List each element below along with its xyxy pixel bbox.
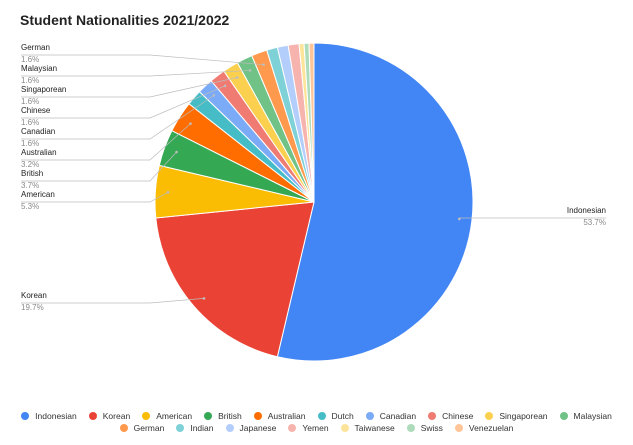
legend-label: Dutch — [331, 411, 354, 421]
slice-value-chinese: 1.6% — [21, 118, 39, 127]
legend-item-australian: Australian — [253, 411, 306, 421]
legend-swatch — [253, 412, 262, 420]
legend-item-taiwanese: Taiwanese — [340, 423, 395, 433]
legend-item-korean: Korean — [88, 411, 131, 421]
slice-value-malaysian: 1.6% — [21, 76, 39, 85]
legend-item-dutch: Dutch — [317, 411, 354, 421]
legend-item-chinese: Chinese — [428, 411, 473, 421]
legend-swatch — [288, 424, 297, 432]
leader-line-canadian — [21, 95, 215, 140]
legend-swatch — [176, 424, 185, 432]
pie-slices — [154, 42, 474, 362]
legend-swatch — [559, 412, 568, 420]
legend-swatch — [340, 424, 349, 432]
slice-label-singaporean: Singaporean — [21, 85, 66, 94]
legend-label: British — [218, 411, 242, 421]
leader-line-korean — [21, 298, 205, 304]
slice-label-american: American — [21, 190, 55, 199]
chart-title: Student Nationalities 2021/2022 — [20, 12, 230, 28]
leader-line-singaporean — [21, 77, 238, 98]
slice-label-german: German — [21, 43, 50, 52]
legend-item-venezuelan: Venezuelan — [454, 423, 514, 433]
legend-swatch — [88, 412, 97, 420]
slice-value-german: 1.6% — [21, 55, 39, 64]
legend-label: Indonesian — [35, 411, 77, 421]
legend-label: Chinese — [442, 411, 474, 421]
slice-label-korean: Korean — [21, 291, 47, 300]
pie-chart: Indonesian 53.7% Korean 19.7% American 5.3% Br… — [21, 42, 606, 362]
slice-value-indonesian: 53.7% — [583, 218, 606, 227]
legend-swatch — [485, 412, 494, 420]
legend-label: Swiss — [420, 423, 443, 433]
legend-label: Canadian — [379, 411, 417, 421]
legend-label: German — [133, 423, 165, 433]
legend-row-2: German Indian Japanese Yemen Taiwanese Swiss V… — [0, 423, 633, 433]
legend-label: Malaysian — [573, 411, 612, 421]
legend-item-german: German — [119, 423, 165, 433]
legend-swatch — [142, 412, 151, 420]
legend-item-american: American — [142, 411, 192, 421]
legend-item-canadian: Canadian — [365, 411, 417, 421]
legend-swatch — [428, 412, 437, 420]
legend-swatch — [317, 412, 326, 420]
leader-line-indonesian — [458, 217, 606, 219]
pie-slice-indonesian — [276, 42, 474, 362]
leader-line-australian — [21, 123, 191, 161]
slice-label-australian: Australian — [21, 148, 57, 157]
legend-item-yemen: Yemen — [288, 423, 329, 433]
legend-swatch — [225, 424, 234, 432]
legend-swatch — [365, 412, 374, 420]
leader-line-german — [21, 54, 264, 66]
slice-label-indonesian: Indonesian — [567, 206, 606, 215]
leader-line-malaysian — [21, 70, 251, 77]
leader-line-british — [21, 151, 177, 182]
slice-label-chinese: Chinese — [21, 106, 51, 115]
slice-value-canadian: 1.6% — [21, 139, 39, 148]
legend-label: Singaporean — [499, 411, 548, 421]
legend-label: Japanese — [239, 423, 277, 433]
legend-label: Indian — [190, 423, 214, 433]
slice-value-singaporean: 1.6% — [21, 97, 39, 106]
slice-label-malaysian: Malaysian — [21, 64, 57, 73]
legend-swatch — [454, 424, 463, 432]
leader-line-american — [21, 192, 169, 203]
pie-slice-venezuelan — [308, 42, 315, 203]
pie-slice-korean — [155, 201, 315, 358]
legend-swatch — [204, 412, 213, 420]
leader-line-chinese — [21, 85, 226, 119]
slice-value-british: 3.7% — [21, 181, 39, 190]
legend-swatch — [406, 424, 415, 432]
legend-swatch — [21, 412, 30, 420]
legend-row-1: Indonesian Korean American British Australia… — [0, 411, 633, 421]
legend-item-japanese: Japanese — [225, 423, 277, 433]
legend-item-swiss: Swiss — [406, 423, 443, 433]
legend-item-indian: Indian — [176, 423, 214, 433]
legend-label: Yemen — [302, 423, 329, 433]
legend-label: American — [156, 411, 193, 421]
slice-value-american: 5.3% — [21, 202, 39, 211]
legend-label: Australian — [267, 411, 306, 421]
slice-label-canadian: Canadian — [21, 127, 55, 136]
legend-item-british: British — [204, 411, 242, 421]
slice-label-british: British — [21, 169, 43, 178]
legend-label: Taiwanese — [354, 423, 395, 433]
legend-item-malaysian: Malaysian — [559, 411, 612, 421]
legend-label: Venezuelan — [468, 423, 514, 433]
slice-labels: Indonesian 53.7% Korean 19.7% American 5.3% Br… — [21, 43, 606, 312]
legend-item-indonesian: Indonesian — [21, 411, 77, 421]
slice-value-australian: 3.2% — [21, 160, 39, 169]
slice-value-korean: 19.7% — [21, 303, 44, 312]
legend-item-singaporean: Singaporean — [485, 411, 548, 421]
legend-swatch — [119, 424, 128, 432]
legend-label: Korean — [102, 411, 131, 421]
